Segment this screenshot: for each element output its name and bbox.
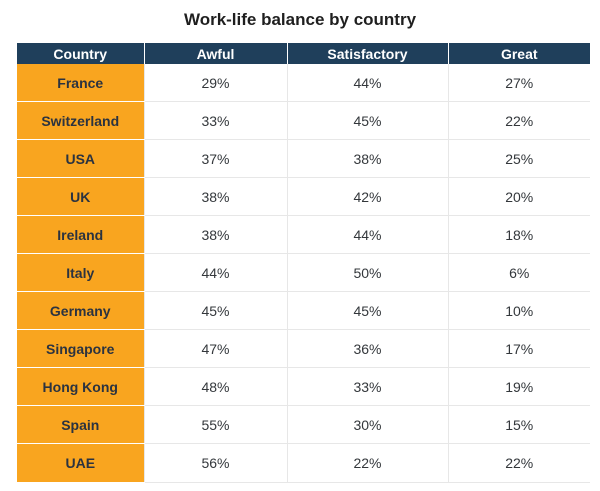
country-cell: France bbox=[17, 64, 144, 102]
awful-value-cell: 56% bbox=[143, 443, 287, 483]
work-life-balance-table: Country Awful Satisfactory Great France 2… bbox=[17, 43, 590, 483]
awful-value-cell: 47% bbox=[143, 329, 287, 368]
awful-value-cell: 38% bbox=[143, 177, 287, 216]
table-row: Switzerland 33% 45% 22% bbox=[17, 101, 590, 140]
country-cell: UK bbox=[17, 177, 144, 216]
country-cell: Spain bbox=[17, 405, 144, 444]
header-row: Country Awful Satisfactory Great bbox=[17, 43, 590, 64]
great-value-cell: 6% bbox=[447, 253, 590, 292]
great-value-cell: 22% bbox=[447, 443, 590, 483]
table-row: France 29% 44% 27% bbox=[17, 64, 590, 102]
satisfactory-value-cell: 50% bbox=[286, 253, 448, 292]
table-row: Ireland 38% 44% 18% bbox=[17, 215, 590, 254]
column-header-country: Country bbox=[17, 43, 144, 64]
awful-value-cell: 33% bbox=[143, 101, 287, 140]
awful-value-cell: 38% bbox=[143, 215, 287, 254]
country-cell: Singapore bbox=[17, 329, 144, 368]
table-row: Hong Kong 48% 33% 19% bbox=[17, 367, 590, 406]
table-row: Spain 55% 30% 15% bbox=[17, 405, 590, 444]
country-cell: Hong Kong bbox=[17, 367, 144, 406]
awful-value-cell: 44% bbox=[143, 253, 287, 292]
country-cell: Italy bbox=[17, 253, 144, 292]
country-cell: UAE bbox=[17, 443, 144, 483]
satisfactory-value-cell: 44% bbox=[286, 64, 448, 102]
awful-value-cell: 37% bbox=[143, 139, 287, 178]
country-cell: Ireland bbox=[17, 215, 144, 254]
column-header-awful: Awful bbox=[143, 43, 287, 64]
country-cell: USA bbox=[17, 139, 144, 178]
awful-value-cell: 45% bbox=[143, 291, 287, 330]
satisfactory-value-cell: 42% bbox=[286, 177, 448, 216]
column-header-satisfactory: Satisfactory bbox=[286, 43, 448, 64]
table-title: Work-life balance by country bbox=[183, 10, 417, 29]
great-value-cell: 18% bbox=[447, 215, 590, 254]
satisfactory-value-cell: 36% bbox=[286, 329, 448, 368]
satisfactory-value-cell: 30% bbox=[286, 405, 448, 444]
satisfactory-value-cell: 33% bbox=[286, 367, 448, 406]
great-value-cell: 10% bbox=[447, 291, 590, 330]
table-row: Germany 45% 45% 10% bbox=[17, 291, 590, 330]
awful-value-cell: 29% bbox=[143, 64, 287, 102]
satisfactory-value-cell: 44% bbox=[286, 215, 448, 254]
satisfactory-value-cell: 22% bbox=[286, 443, 448, 483]
satisfactory-value-cell: 45% bbox=[286, 101, 448, 140]
table-row: Italy 44% 50% 6% bbox=[17, 253, 590, 292]
satisfactory-value-cell: 38% bbox=[286, 139, 448, 178]
great-value-cell: 27% bbox=[447, 64, 590, 102]
country-cell: Switzerland bbox=[17, 101, 144, 140]
table-body: France 29% 44% 27% Switzerland 33% 45% 22% USA 37… bbox=[17, 64, 590, 483]
great-value-cell: 22% bbox=[447, 101, 590, 140]
table-row: UAE 56% 22% 22% bbox=[17, 443, 590, 483]
satisfactory-value-cell: 45% bbox=[286, 291, 448, 330]
great-value-cell: 25% bbox=[447, 139, 590, 178]
great-value-cell: 19% bbox=[447, 367, 590, 406]
country-cell: Germany bbox=[17, 291, 144, 330]
table-row: Singapore 47% 36% 17% bbox=[17, 329, 590, 368]
awful-value-cell: 55% bbox=[143, 405, 287, 444]
column-header-great: Great bbox=[447, 43, 590, 64]
great-value-cell: 15% bbox=[447, 405, 590, 444]
great-value-cell: 17% bbox=[447, 329, 590, 368]
table-row: USA 37% 38% 25% bbox=[17, 139, 590, 178]
table-row: UK 38% 42% 20% bbox=[17, 177, 590, 216]
awful-value-cell: 48% bbox=[143, 367, 287, 406]
great-value-cell: 20% bbox=[447, 177, 590, 216]
